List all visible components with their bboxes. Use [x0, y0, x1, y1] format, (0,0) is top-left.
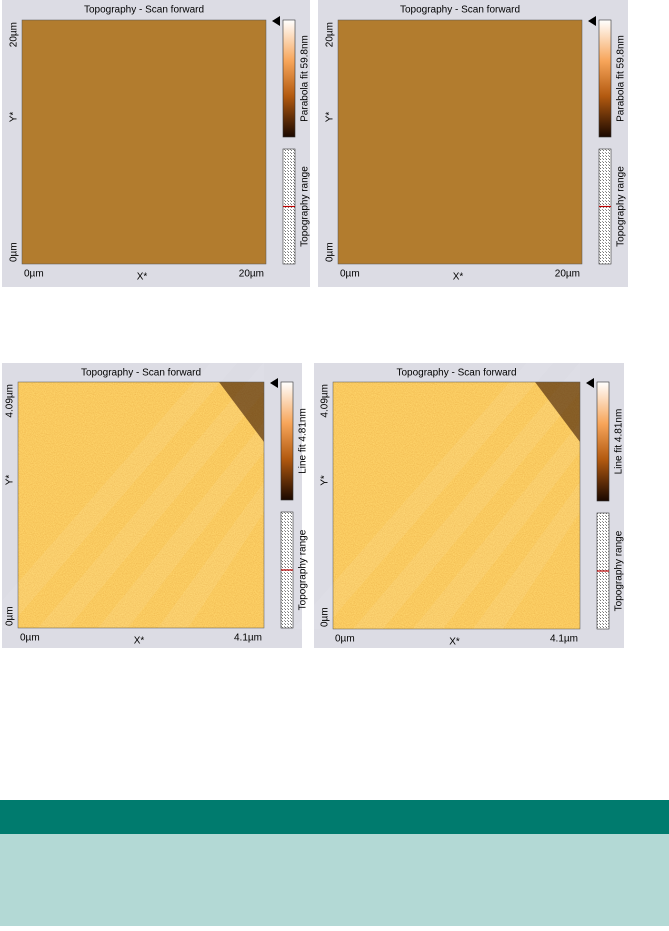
y-max-label: 4.09µm	[5, 384, 16, 418]
y-max-label: 20µm	[325, 22, 336, 47]
terrace-stripe	[98, 422, 264, 628]
y-min-label: 0µm	[5, 606, 16, 626]
colorbar	[596, 381, 610, 502]
colorbar-label: Line fit 4.81nm	[614, 409, 625, 475]
afm-panel: Topography - Scan forward 20µm Y* 0µm 0µm X* 2…	[318, 0, 628, 287]
range-marker	[270, 378, 278, 388]
panel-title: Topography - Scan forward	[84, 5, 204, 16]
image-frame	[17, 381, 265, 629]
topography-image	[333, 382, 580, 629]
colorbar-label: Parabola fit 59.8nm	[300, 35, 311, 122]
range-label: Topography range	[616, 166, 627, 247]
corner-shadow	[535, 382, 580, 442]
terrace-stripe	[38, 362, 264, 628]
topography-image	[338, 20, 582, 264]
colorbar-label: Line fit 4.81nm	[298, 408, 309, 474]
topography-image	[18, 382, 264, 628]
afm-panel: Topography - Scan forward 4.09µm Y* 0µm 0µm X…	[0, 302, 309, 648]
range-label: Topography range	[300, 166, 311, 247]
y-min-label: 0µm	[325, 242, 336, 262]
colorbar	[282, 19, 296, 138]
panel-title: Topography - Scan forward	[81, 368, 201, 379]
range-marker	[586, 378, 594, 388]
afm-panel: Topography - Scan forward 4.09µm Y* 0µm 0µm X…	[293, 302, 625, 648]
colorbar-label: Parabola fit 59.8nm	[616, 35, 627, 122]
x-axis-label: X*	[453, 272, 464, 283]
range-marker	[588, 16, 596, 26]
corner-shadow	[219, 382, 264, 442]
topography-image	[22, 20, 266, 264]
colorbar	[598, 19, 612, 138]
x-axis-label: X*	[137, 272, 148, 283]
terrace-stripe	[0, 302, 264, 628]
image-frame	[21, 19, 267, 265]
footer-band	[0, 834, 669, 926]
y-axis-label: Y*	[9, 112, 20, 123]
y-axis-label: Y*	[320, 475, 331, 486]
terrace-stripe	[413, 422, 580, 629]
y-axis-label: Y*	[5, 475, 16, 486]
terrace-stripe	[353, 362, 580, 629]
image-frame	[332, 381, 581, 630]
y-max-label: 4.09µm	[320, 384, 331, 418]
x-min-label: 0µm	[24, 269, 44, 280]
panel-title: Topography - Scan forward	[396, 368, 516, 379]
x-min-label: 0µm	[20, 633, 40, 644]
header-band	[0, 800, 669, 834]
range-label: Topography range	[298, 529, 309, 610]
afm-panel: Topography - Scan forward 20µm Y* 0µm 0µm X* 2…	[2, 0, 311, 287]
x-max-label: 4.1µm	[234, 633, 262, 644]
image-frame	[337, 19, 583, 265]
terrace-stripe	[158, 482, 264, 628]
panel-title: Topography - Scan forward	[400, 5, 520, 16]
y-min-label: 0µm	[320, 607, 331, 627]
x-max-label: 20µm	[239, 269, 264, 280]
x-max-label: 20µm	[555, 269, 580, 280]
terrace-stripe	[473, 482, 580, 629]
colorbar	[280, 381, 294, 501]
x-axis-label: X*	[449, 637, 460, 648]
y-min-label: 0µm	[9, 242, 20, 262]
y-max-label: 20µm	[9, 22, 20, 47]
x-min-label: 0µm	[340, 269, 360, 280]
x-axis-label: X*	[134, 636, 145, 647]
range-label: Topography range	[614, 530, 625, 611]
x-max-label: 4.1µm	[550, 634, 578, 645]
x-min-label: 0µm	[335, 634, 355, 645]
terrace-stripe	[293, 302, 580, 629]
y-axis-label: Y*	[325, 112, 336, 123]
range-marker	[272, 16, 280, 26]
